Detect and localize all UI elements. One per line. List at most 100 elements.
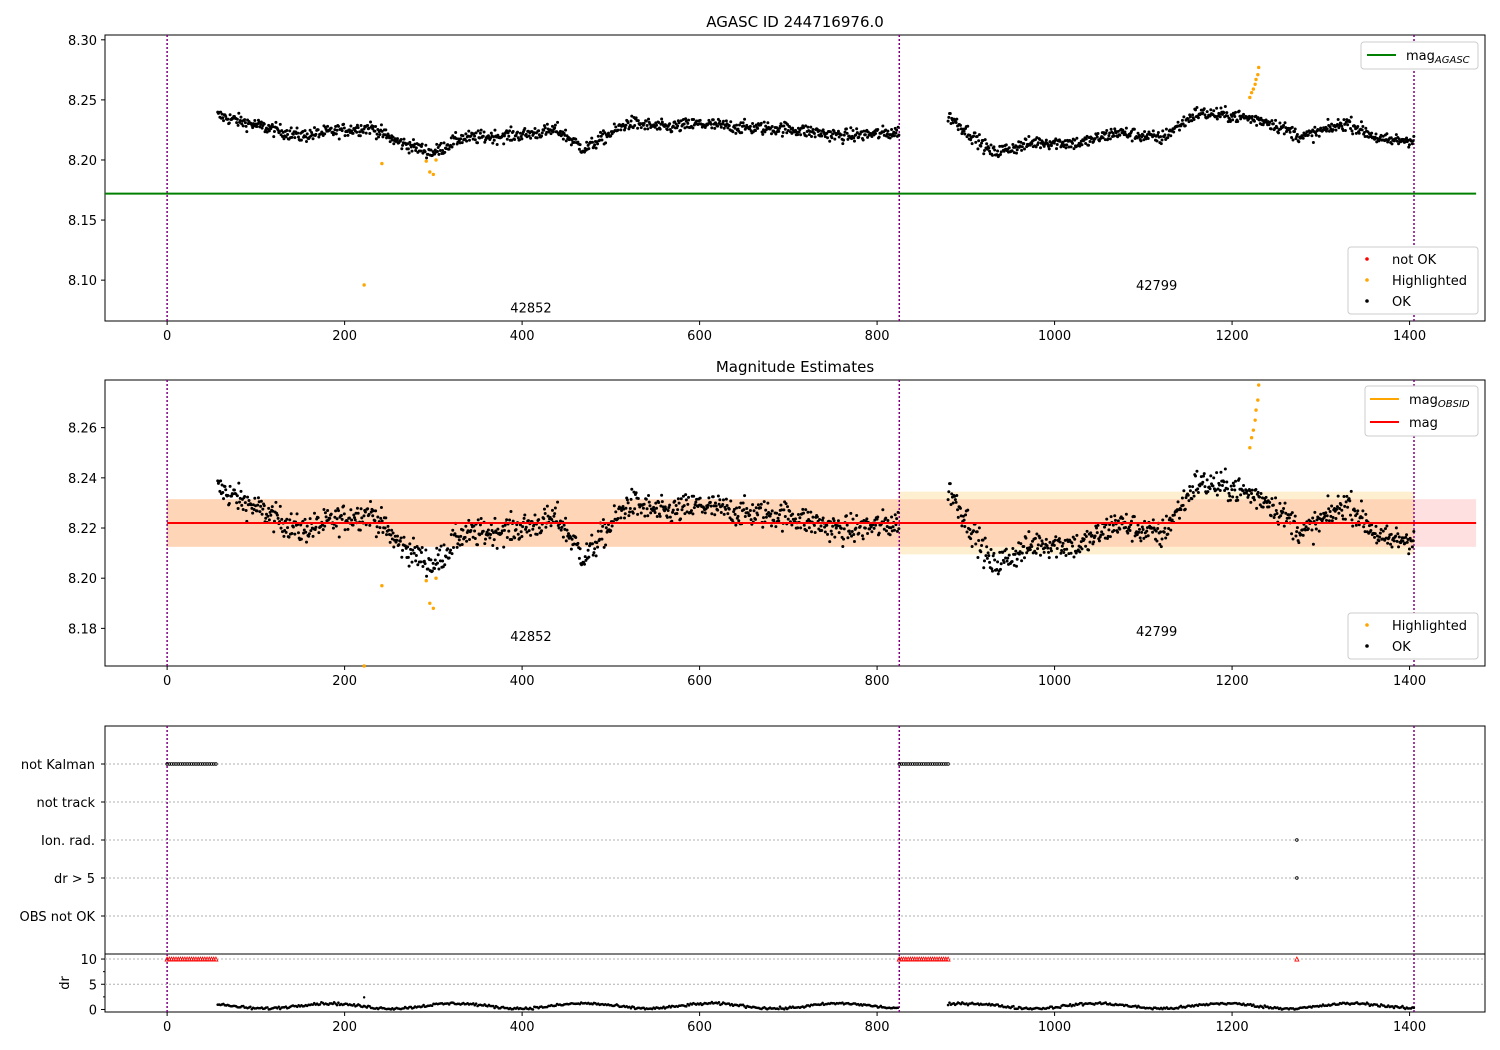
ok-point — [1085, 529, 1089, 533]
ok-point — [361, 130, 365, 134]
ok-point — [676, 497, 680, 501]
ok-point — [1101, 136, 1105, 140]
ok-point — [1216, 487, 1220, 491]
ok-point — [1311, 542, 1315, 546]
ok-point — [389, 533, 393, 537]
ok-point — [718, 119, 722, 123]
dr-point — [1050, 1005, 1054, 1008]
highlighted-point — [380, 161, 384, 166]
ok-point — [1233, 488, 1237, 492]
ok-point — [1373, 532, 1377, 536]
dr-point — [687, 1004, 691, 1007]
ok-point — [1124, 512, 1128, 516]
ok-point — [1072, 147, 1076, 151]
ok-point — [1348, 120, 1352, 124]
ok-point — [544, 525, 548, 529]
ok-point — [1022, 147, 1026, 151]
ok-point — [954, 500, 958, 504]
ok-point — [1017, 552, 1021, 556]
ok-point — [246, 495, 250, 499]
ok-point — [891, 525, 895, 529]
ok-point — [272, 130, 276, 134]
ok-point — [553, 506, 557, 510]
ok-point — [776, 516, 780, 520]
ok-point — [1218, 112, 1222, 116]
ok-point — [451, 134, 455, 138]
ok-point — [992, 551, 996, 555]
ok-point — [684, 498, 688, 502]
ok-point — [1095, 526, 1099, 530]
ok-point — [643, 514, 647, 518]
ok-point — [379, 516, 383, 520]
ok-point — [1166, 136, 1170, 140]
ok-point — [1306, 133, 1310, 137]
ok-point — [1047, 556, 1051, 560]
ok-point — [1379, 527, 1383, 531]
ok-point — [970, 142, 974, 146]
dr-point — [1068, 1003, 1072, 1006]
ok-point — [1183, 124, 1187, 128]
ok-point — [1052, 141, 1056, 145]
ok-point — [1301, 136, 1305, 140]
ok-point — [1252, 495, 1256, 499]
ok-point — [228, 113, 232, 117]
ok-point — [1105, 128, 1109, 132]
ok-point — [540, 529, 544, 533]
ok-point — [237, 481, 241, 485]
ok-point — [851, 128, 855, 132]
ok-point — [310, 131, 314, 135]
ok-point — [321, 528, 325, 532]
ok-point — [265, 130, 269, 134]
ok-point — [985, 142, 989, 146]
ok-point — [508, 518, 512, 522]
ok-point — [600, 537, 604, 541]
ok-point — [278, 122, 282, 126]
ok-point — [1176, 120, 1180, 124]
ok-point — [1084, 141, 1088, 145]
ok-point — [1357, 131, 1361, 135]
ok-point — [240, 503, 244, 507]
ok-point — [288, 129, 292, 133]
ok-point — [1314, 133, 1318, 137]
ok-point — [804, 134, 808, 138]
ok-point — [763, 130, 767, 134]
ok-point — [810, 135, 814, 139]
ok-point — [540, 134, 544, 138]
ok-point — [679, 119, 683, 123]
ok-point — [1232, 484, 1236, 488]
ok-point — [1228, 498, 1232, 502]
legend-marker — [1365, 278, 1369, 282]
ok-point — [975, 135, 979, 139]
ok-point — [874, 523, 878, 527]
ok-point — [791, 512, 795, 516]
ok-point — [521, 525, 525, 529]
ok-point — [1146, 534, 1150, 538]
dr-point — [352, 1003, 356, 1006]
ok-point — [565, 528, 569, 532]
ok-point — [783, 127, 787, 131]
ok-point — [845, 131, 849, 135]
ok-point — [604, 543, 608, 547]
ok-point — [1397, 545, 1401, 549]
ok-point — [1188, 489, 1192, 493]
ok-point — [1111, 131, 1115, 135]
ok-point — [1287, 513, 1291, 517]
ok-point — [1192, 117, 1196, 121]
ok-point — [511, 519, 515, 523]
ok-point — [1014, 564, 1018, 568]
ok-point — [664, 507, 668, 511]
ok-point — [713, 513, 717, 517]
ok-point — [1055, 546, 1059, 550]
ok-point — [616, 128, 620, 132]
ok-point — [670, 519, 674, 523]
ok-point — [267, 506, 271, 510]
dr-point — [1262, 1006, 1265, 1010]
highlighted-point — [1254, 408, 1258, 412]
ok-point — [550, 124, 554, 128]
ok-point — [334, 132, 338, 136]
ok-point — [630, 487, 634, 491]
ok-point — [862, 129, 866, 133]
ok-point — [1025, 551, 1029, 555]
ok-point — [1225, 111, 1229, 115]
ok-point — [1389, 542, 1393, 546]
